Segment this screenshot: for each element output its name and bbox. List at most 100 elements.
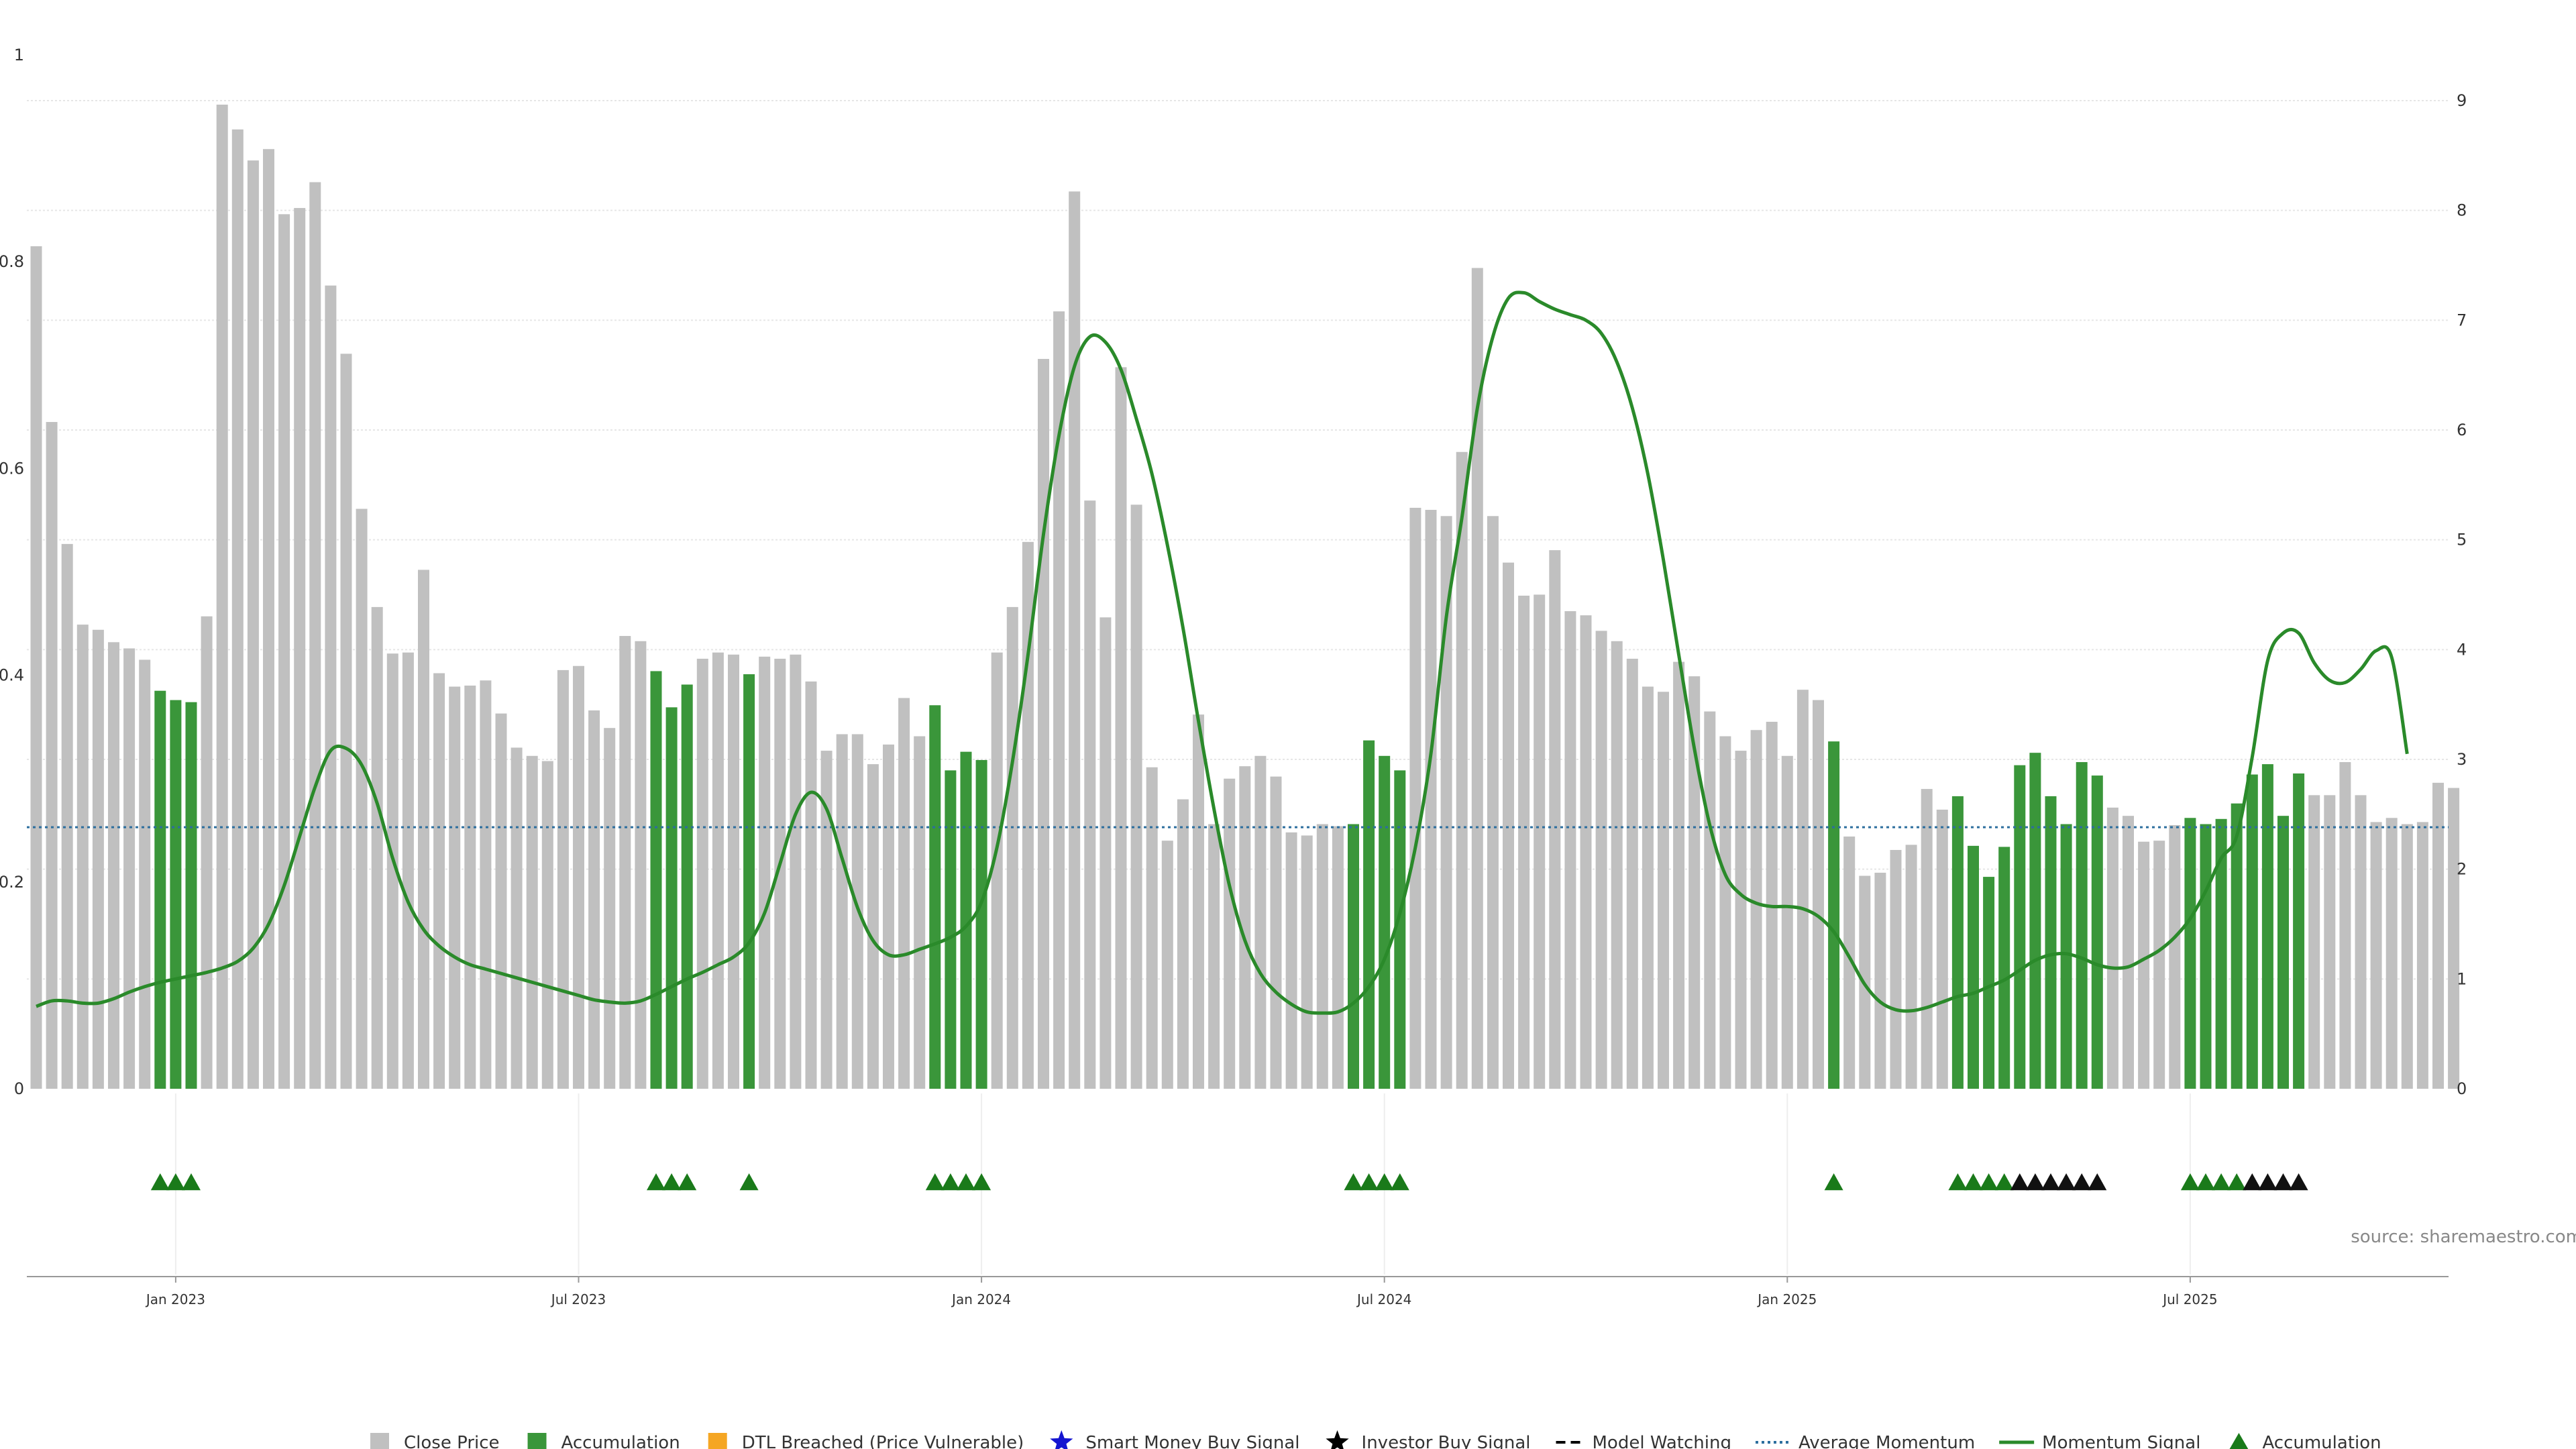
x-tick-label: Jul 2023 <box>550 1291 606 1307</box>
x-tick-label: Jul 2025 <box>2161 1291 2217 1307</box>
close-price-bar <box>774 658 786 1089</box>
y-left-tick-label: 1 <box>14 46 24 64</box>
close-price-bar <box>1580 615 1592 1089</box>
close-price-bar <box>1843 836 1856 1089</box>
y-right-tick-label: 0 <box>2457 1079 2467 1098</box>
close-price-bar <box>712 652 724 1089</box>
close-price-bar <box>2416 822 2428 1089</box>
close-price-bar <box>139 659 151 1089</box>
accumulation-marker <box>166 1173 185 1191</box>
accumulation-bar <box>2060 824 2072 1089</box>
close-price-bar <box>1704 711 1716 1089</box>
close-price-bar <box>728 654 739 1089</box>
close-price-bar <box>1936 809 1948 1089</box>
close-price-bar <box>1549 550 1561 1089</box>
close-price-bar <box>386 653 398 1089</box>
close-price-bar <box>1611 641 1623 1089</box>
legend-star-icon <box>1050 1430 1073 1449</box>
y-left-tick-label: 0.4 <box>0 666 24 685</box>
close-price-bar <box>1688 676 1701 1089</box>
accumulation-bar <box>2261 764 2273 1089</box>
investor-marker <box>2258 1173 2277 1191</box>
close-price-bar <box>1658 692 1669 1089</box>
accumulation-marker <box>1344 1173 1363 1191</box>
close-price-bar <box>991 652 1003 1089</box>
accumulation-marker <box>662 1173 682 1191</box>
close-price-bar <box>759 656 771 1089</box>
close-price-bar <box>61 543 73 1089</box>
close-price-bar <box>541 761 553 1089</box>
close-price-bar <box>1254 755 1267 1089</box>
investor-marker <box>2273 1173 2293 1191</box>
close-price-bar <box>2401 824 2413 1089</box>
close-price-bar <box>1069 191 1081 1089</box>
close-price-bar <box>449 686 461 1089</box>
legend-triangle-icon <box>2229 1433 2249 1449</box>
close-price-bar <box>1564 611 1576 1089</box>
accumulation-bar <box>2293 773 2305 1089</box>
close-price-bar <box>588 710 600 1089</box>
close-price-bar <box>1084 500 1096 1089</box>
close-price-bar <box>247 160 259 1089</box>
close-price-bar <box>573 665 584 1089</box>
accumulation-marker <box>1824 1173 1843 1191</box>
legend-item: Close Price <box>370 1433 500 1449</box>
y-right-tick-label: 7 <box>2457 311 2467 329</box>
y-left-tick-label: 0 <box>14 1079 24 1098</box>
close-price-bar <box>2123 816 2134 1089</box>
accumulation-bar <box>929 705 941 1089</box>
y-right-tick-label: 5 <box>2457 531 2467 549</box>
close-price-bar <box>1006 606 1018 1089</box>
close-price-bar <box>1735 751 1747 1089</box>
legend-swatch <box>370 1433 389 1449</box>
legend-label: Smart Money Buy Signal <box>1085 1433 1299 1449</box>
legend-label: Investor Buy Signal <box>1362 1433 1531 1449</box>
close-price-bar <box>1750 730 1762 1089</box>
close-price-bar <box>1193 714 1204 1089</box>
accumulation-bar <box>1983 877 1995 1089</box>
x-tick-label: Jul 2024 <box>1356 1291 1411 1307</box>
close-price-bar <box>2169 825 2181 1089</box>
x-tick-label: Jan 2023 <box>145 1291 205 1307</box>
accumulation-bar <box>170 700 182 1089</box>
legend-label: Average Momentum <box>1799 1433 1975 1449</box>
y-left-tick-label: 0.2 <box>0 873 24 892</box>
accumulation-marker <box>2180 1173 2200 1191</box>
close-price-bar <box>2385 818 2398 1089</box>
close-price-bar <box>76 625 89 1089</box>
accumulation-bar <box>1394 770 1406 1089</box>
accumulation-bar <box>2014 765 2026 1089</box>
momentum-signal-line <box>36 290 2409 1015</box>
accumulation-marker <box>1948 1173 1968 1191</box>
accumulation-bar <box>1998 847 2010 1089</box>
accumulation-bar <box>2231 803 2243 1089</box>
close-price-bar <box>371 606 383 1089</box>
close-price-bar <box>1642 686 1654 1089</box>
accumulation-bar <box>1968 845 1979 1089</box>
accumulation-marker <box>972 1173 991 1191</box>
legend-item: Model Watching <box>1556 1433 1731 1449</box>
accumulation-marker <box>2227 1173 2247 1191</box>
legend-swatch <box>708 1433 727 1449</box>
close-price-bar <box>619 636 631 1089</box>
close-price-bar <box>883 744 894 1089</box>
close-price-bar <box>340 354 352 1089</box>
accumulation-marker <box>1994 1173 2014 1191</box>
close-price-bar <box>914 736 926 1089</box>
legend-label: Model Watching <box>1593 1433 1731 1449</box>
close-price-bar <box>263 149 274 1089</box>
x-axis: Jan 2023 Jul 2023 Jan 2024 Jul 2024 Jan 2025… <box>145 1277 2218 1307</box>
accumulation-marker <box>647 1173 665 1191</box>
close-price-bar <box>1534 594 1546 1089</box>
close-price-bar <box>805 681 817 1089</box>
investor-marker <box>2072 1173 2092 1191</box>
close-price-bar <box>1921 789 1933 1089</box>
accumulation-bar <box>2277 816 2289 1089</box>
close-price-bar <box>1301 835 1313 1089</box>
close-price-bar <box>1905 845 1917 1089</box>
close-price-bar <box>46 422 58 1089</box>
close-price-bar <box>325 285 337 1089</box>
close-price-bar <box>557 669 569 1089</box>
y-right-tick-label: 8 <box>2457 201 2467 220</box>
